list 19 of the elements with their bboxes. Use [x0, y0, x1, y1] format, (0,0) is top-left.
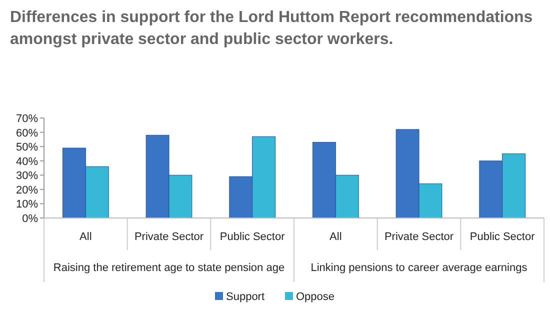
legend-label: Support: [226, 291, 265, 303]
x-tick-label: Private Sector: [134, 231, 204, 243]
y-tick-label: 50%: [16, 142, 38, 154]
x-tick-label: Public Sector: [470, 231, 536, 243]
y-tick-label: 60%: [16, 127, 38, 140]
text: Linking pensions to career average earnings: [310, 262, 528, 274]
x-tick-label: Public Sector: [220, 231, 286, 243]
chart-title: Differences in support for the Lord Huttom Report recommendations amongst private sector and public sector workers.: [10, 9, 533, 48]
y-tick-label: 70%: [16, 113, 38, 125]
x-tick-label: All: [80, 231, 92, 243]
y-tick-label: 40%: [16, 156, 38, 168]
y-tick-label: 0%: [22, 213, 38, 225]
x-tick-label: All: [330, 231, 342, 243]
y-tick-label: 20%: [16, 184, 38, 196]
x-tick-label: Private Sector: [384, 231, 454, 243]
y-tick-label: 30%: [16, 170, 38, 182]
text: Raising the retirement age to state pension age: [53, 262, 285, 274]
y-tick-label: 10%: [16, 198, 38, 211]
legend-label: Oppose: [296, 291, 335, 303]
